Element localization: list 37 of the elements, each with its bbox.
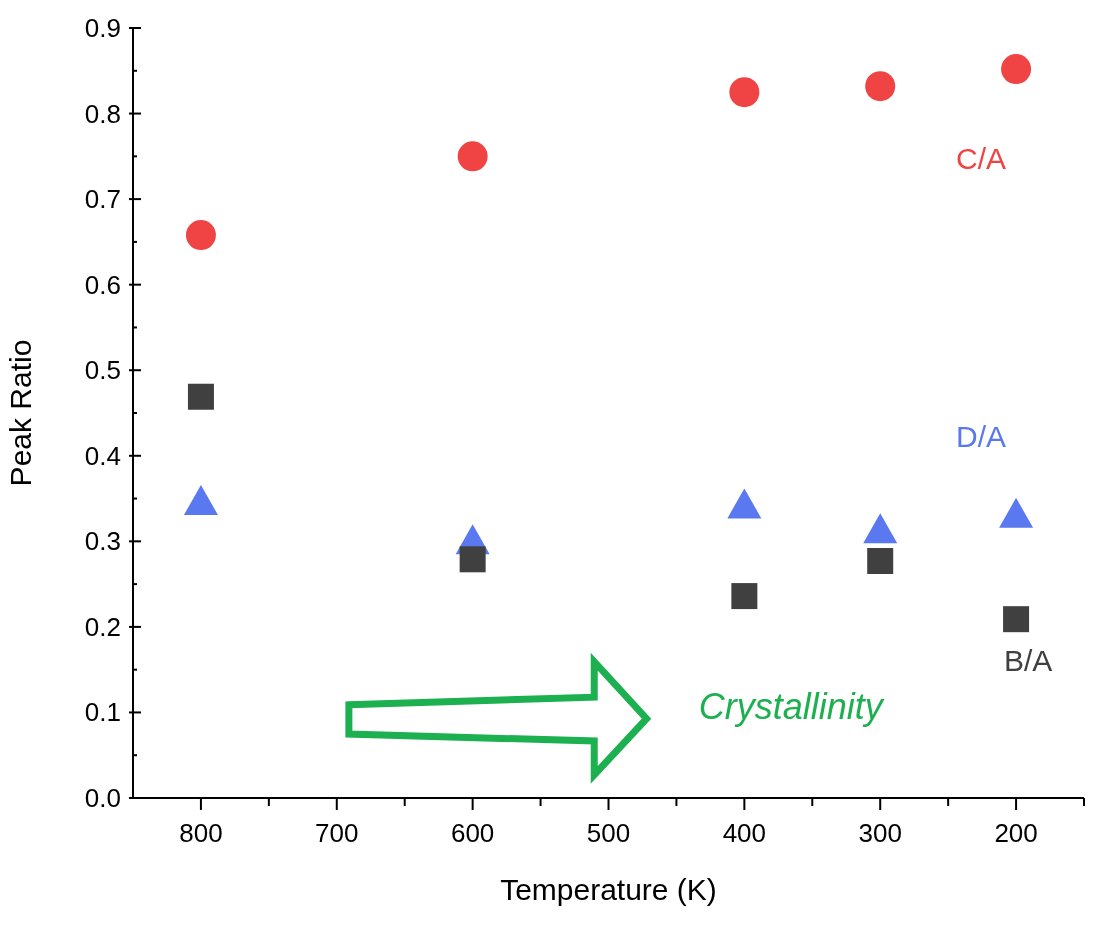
x-tick-label: 200: [994, 818, 1038, 848]
point: [727, 488, 762, 519]
point: [1003, 606, 1030, 633]
series-label: C/A: [956, 142, 1007, 176]
x-axis-title: Temperature (K): [500, 873, 717, 906]
x-tick-label: 300: [858, 818, 902, 848]
x-tick-label: 600: [450, 818, 495, 848]
y-tick-label: 0.2: [84, 611, 121, 642]
point: [729, 77, 760, 108]
point: [183, 484, 218, 515]
point: [459, 546, 486, 573]
annotation: Crystallinity: [698, 686, 883, 729]
point: [865, 71, 896, 102]
point: [731, 583, 758, 610]
point: [187, 383, 214, 410]
x-tick-label: 800: [179, 818, 223, 848]
series-label: B/A: [1003, 644, 1053, 678]
point: [999, 497, 1034, 528]
y-tick-label: 0.1: [84, 697, 121, 728]
y-tick-label: 0.6: [84, 269, 121, 300]
y-tick-label: 0.7: [84, 184, 121, 215]
point: [1001, 54, 1032, 85]
y-tick-label: 0.3: [84, 526, 121, 557]
y-tick-label: 0.5: [84, 355, 121, 386]
point: [863, 513, 898, 544]
point: [867, 548, 894, 575]
y-tick-label: 0.4: [84, 440, 121, 471]
point: [185, 220, 216, 251]
x-tick-label: 700: [315, 818, 359, 848]
series-label: D/A: [956, 419, 1007, 453]
y-axis-title: Peak Ratio: [3, 339, 37, 487]
x-tick-label: 500: [586, 818, 631, 848]
y-tick-label: 0.8: [84, 98, 121, 129]
point: [457, 141, 488, 172]
y-tick-label: 0.9: [84, 13, 121, 43]
y-tick-label: 0.0: [84, 783, 121, 813]
x-tick-label: 400: [722, 818, 767, 848]
